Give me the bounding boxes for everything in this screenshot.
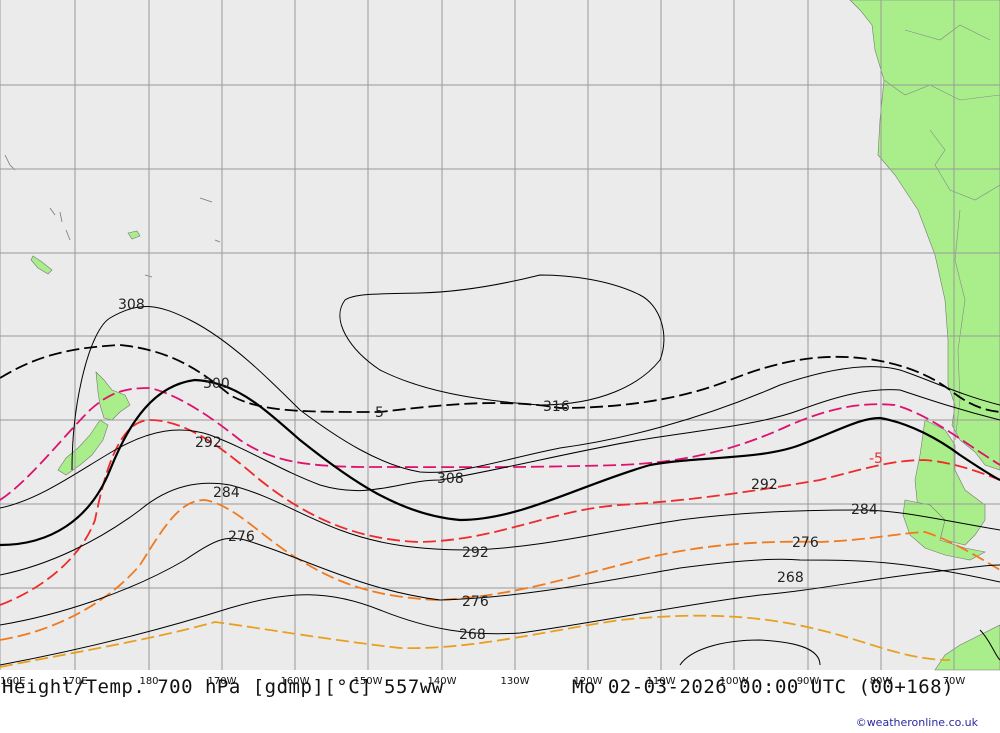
longitude-label: 110W xyxy=(647,676,676,687)
isotherm-label: 5 xyxy=(375,405,384,421)
map-title: Height/Temp. 700 hPa [gdmp][°C] 557ww xyxy=(2,676,444,698)
longitude-label: 80W xyxy=(870,676,893,687)
contour-label: 300 xyxy=(203,376,230,392)
isotherm-minus5 xyxy=(0,419,1000,606)
ocean-area xyxy=(0,0,1000,670)
small-islands xyxy=(4,154,221,278)
longitude-label: 90W xyxy=(797,676,820,687)
credit-link[interactable]: ©weatheronline.co.uk xyxy=(855,716,978,729)
longitude-label: 150W xyxy=(354,676,383,687)
contour-label: 292 xyxy=(195,435,222,451)
isotherm-minus15 xyxy=(0,614,951,668)
longitude-label: 170E xyxy=(62,676,87,687)
longitude-label: 100W xyxy=(720,676,749,687)
longitude-labels: 160E 170E 180 170W 160W 150W 140W 130W 120W 110W 1… xyxy=(0,676,965,687)
longitude-label: 160E xyxy=(0,676,25,687)
height-contour-300 xyxy=(0,378,1000,547)
contour-label: 276 xyxy=(228,529,255,545)
new-zealand-north xyxy=(95,371,131,421)
isotherm-zero xyxy=(0,387,1000,501)
temperature-labels: 5 -5 xyxy=(375,405,883,467)
longitude-label: 160W xyxy=(281,676,310,687)
contour-label: 292 xyxy=(751,477,778,493)
contour-label: 308 xyxy=(118,297,145,313)
contour-label: 268 xyxy=(777,570,804,586)
longitude-label: 70W xyxy=(943,676,966,687)
new-zealand-south xyxy=(57,419,109,476)
contour-label: 316 xyxy=(543,399,570,415)
contour-label: 284 xyxy=(213,485,240,501)
map-datetime: Mo 02-03-2026 00:00 UTC (00+168) xyxy=(572,676,955,698)
south-america-land xyxy=(849,0,1000,471)
contour-label: 276 xyxy=(792,535,819,551)
longitude-label: 120W xyxy=(574,676,603,687)
new-caledonia xyxy=(30,255,53,275)
contour-label: 276 xyxy=(462,594,489,610)
longitude-label: 140W xyxy=(428,676,457,687)
longitude-label: 180 xyxy=(139,676,158,687)
longitude-label: 170W xyxy=(208,676,237,687)
height-labels: 308 300 292 284 276 316 308 292 292 284 … xyxy=(118,297,878,643)
isotherm-label: -5 xyxy=(869,451,883,467)
contour-label: 268 xyxy=(459,627,486,643)
antarctic-land xyxy=(934,624,1000,671)
graticule xyxy=(0,0,1000,670)
isotherm-minus10 xyxy=(0,499,1000,641)
longitude-label: 130W xyxy=(501,676,530,687)
height-contours xyxy=(0,274,1000,666)
fiji-island xyxy=(127,230,141,240)
contour-label: 292 xyxy=(462,545,489,561)
contour-label: 308 xyxy=(437,471,464,487)
contour-label: 284 xyxy=(851,502,878,518)
